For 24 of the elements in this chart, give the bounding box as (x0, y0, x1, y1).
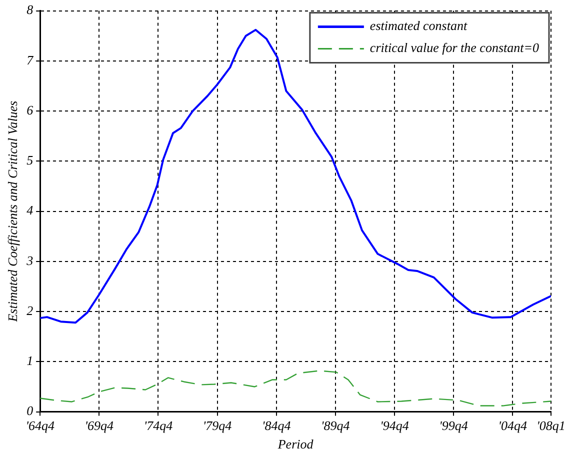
line-series (40, 370, 551, 406)
legend-label: critical value for the constant=0 (370, 40, 540, 56)
x-tick-label: '94q4 (380, 418, 410, 434)
x-axis-title: Period (276, 436, 314, 452)
x-tick-label: '04q4 (498, 418, 528, 434)
y-tick-label: 7 (26, 52, 34, 68)
x-tick-label: '64q4 (26, 418, 55, 434)
y-tick-label: 8 (26, 2, 34, 18)
y-tick-label: 5 (26, 152, 34, 168)
x-tick-label: '69q4 (84, 418, 114, 434)
x-tick-label: '89q4 (321, 418, 350, 434)
y-tick-label: 4 (26, 202, 34, 218)
x-tick-label: '84q4 (262, 418, 292, 434)
x-tick-label: '99q4 (439, 418, 468, 434)
y-tick-label: 0 (26, 403, 34, 418)
x-tick-label: '79q4 (202, 418, 232, 434)
x-tick-label: '08q1 (536, 418, 566, 434)
y-tick-label: 1 (26, 353, 34, 368)
legend-label: estimated constant (370, 18, 468, 34)
y-tick-label: 6 (26, 102, 34, 118)
y-tick-label: 3 (26, 252, 34, 268)
y-tick-label: 2 (26, 302, 34, 318)
x-tick-label: '74q4 (144, 418, 174, 434)
y-axis-title: Estimated Coefficients and Critical Values (5, 100, 20, 323)
